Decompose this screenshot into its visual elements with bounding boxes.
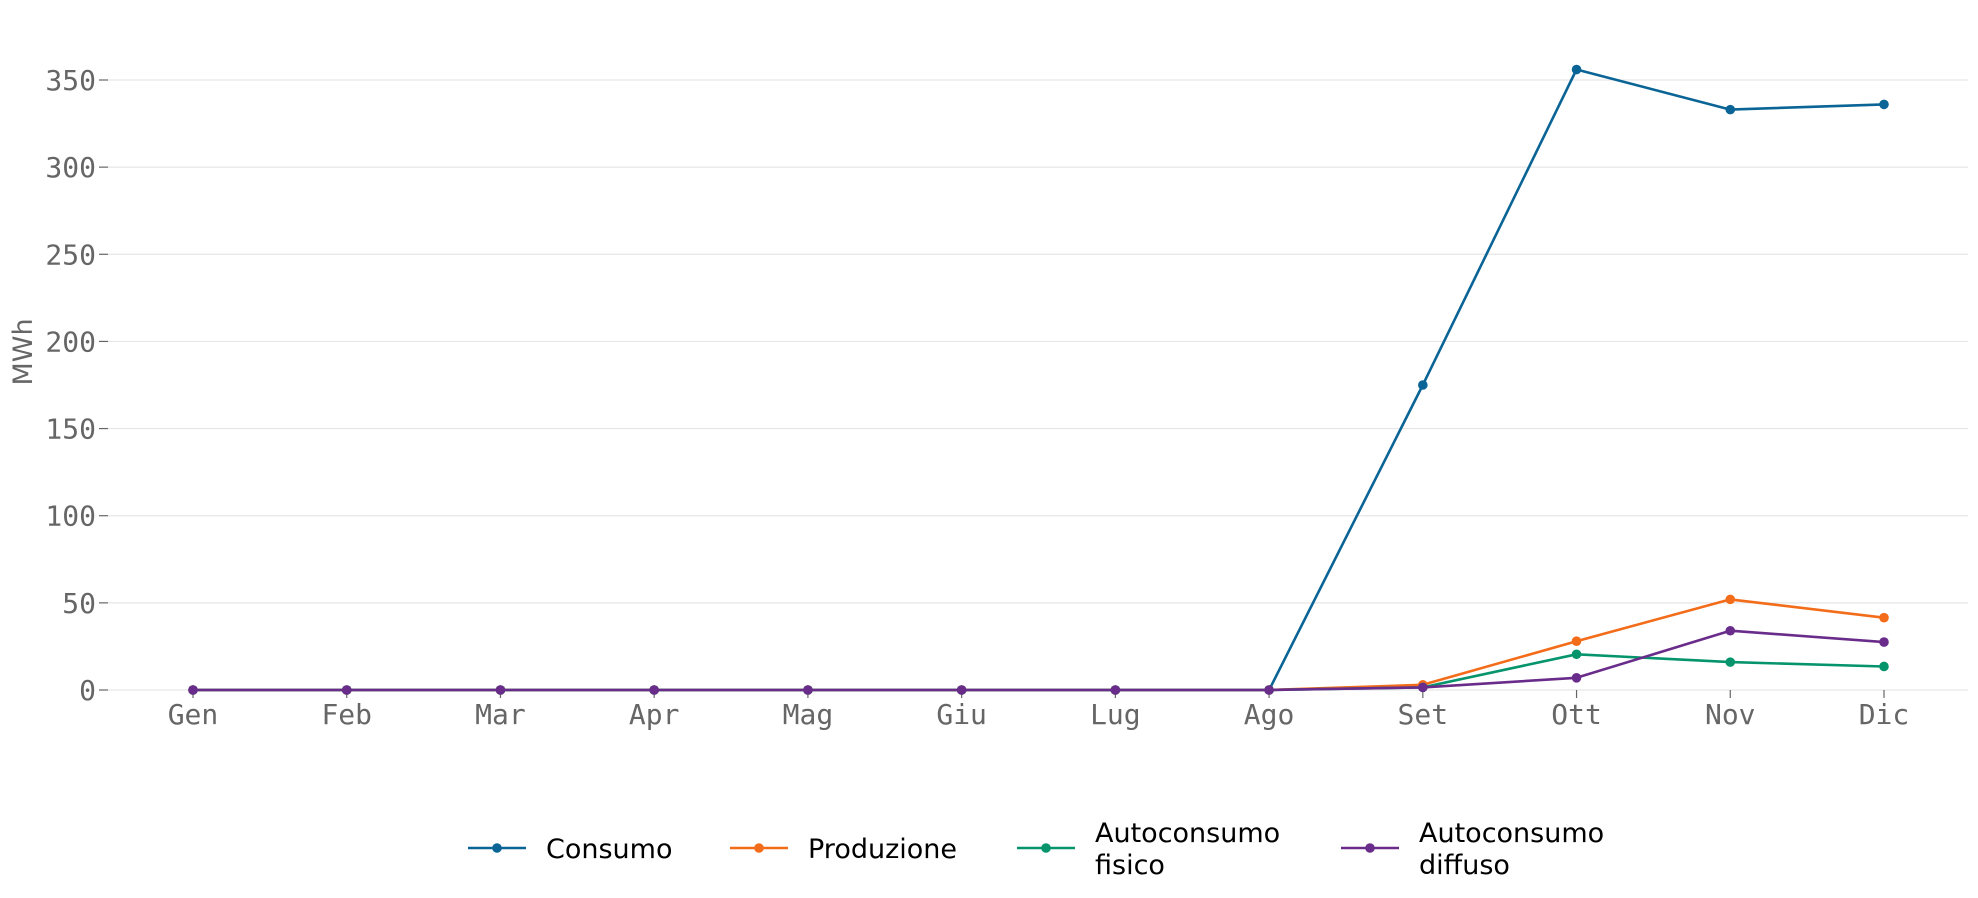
data-point [188,685,198,695]
data-point [956,685,967,695]
y-tick-label: 300 [45,151,96,184]
data-point [1725,625,1736,636]
legend-swatch-marker [1041,843,1051,853]
y-tick-label: 200 [45,325,96,358]
x-tick-label: Ago [1244,698,1295,731]
y-tick-label: 50 [62,587,96,620]
x-tick-label: Mar [475,698,526,731]
x-tick-label: Gen [168,698,219,731]
data-point [1725,594,1736,605]
data-point [649,685,659,695]
x-tick-label: Mag [783,698,834,731]
series-line [191,68,1886,692]
legend-label: Consumo [546,834,672,865]
series-line [191,652,1886,692]
data-point [341,685,352,695]
data-point [1264,685,1274,695]
series-lines [188,64,1889,695]
x-axis: Gen Feb Mar Apr Mag Giu Lug Ago Set Ott Nov Dic [168,690,1910,731]
legend-label: Produzione [808,834,957,865]
series-line [191,629,1886,692]
x-tick-label: Dic [1859,698,1910,731]
data-point [1418,380,1428,390]
y-tick-label: 100 [45,500,96,533]
x-tick-label: Feb [321,698,372,731]
y-tick-label: 250 [45,238,96,271]
data-point [1725,657,1736,667]
data-point [1571,64,1582,75]
legend-item: Autoconsumo fisico [1017,818,1280,881]
legend-label: Autoconsumo fisico [1095,818,1280,881]
x-tick-label: Lug [1090,698,1141,731]
data-point [1879,637,1889,647]
y-tick-label: 150 [45,413,96,446]
y-tick-label: 350 [45,64,96,97]
data-point [1879,612,1889,623]
gridlines [108,79,1968,691]
data-point [495,685,506,695]
y-axis: 0 50 100 150 200 250 300 350 [45,64,108,707]
data-point [1879,99,1889,110]
series-autoconsumo-fisico [188,649,1889,695]
x-tick-label: Nov [1705,698,1756,731]
series-consumo [188,64,1889,695]
y-tick-label: 0 [79,674,96,707]
data-point [1879,661,1889,672]
data-point [1571,649,1582,660]
legend: Consumo Produzione Autoconsumo fisico Autoco… [468,818,1604,881]
data-point [1725,104,1736,115]
x-tick-label: Apr [629,698,680,731]
legend-item: Consumo [468,834,672,865]
x-tick-label: Giu [936,698,987,731]
legend-swatch-marker [1365,843,1375,853]
data-point [1418,682,1428,693]
legend-swatch-marker [754,843,764,853]
legend-item: Produzione [730,834,957,865]
data-point [1110,685,1121,695]
series-line [191,598,1886,692]
legend-item: Autoconsumo diffuso [1341,818,1604,881]
x-tick-label: Ott [1551,698,1602,731]
legend-swatch-marker [492,843,502,853]
legend-label: Autoconsumo diffuso [1419,818,1604,881]
y-axis-label: MWh [8,318,39,385]
series-produzione [188,594,1889,695]
data-point [1571,673,1582,683]
series-autoconsumo-diffuso [188,625,1889,695]
x-tick-label: Set [1398,698,1449,731]
data-point [803,685,813,695]
data-point [1571,636,1582,646]
